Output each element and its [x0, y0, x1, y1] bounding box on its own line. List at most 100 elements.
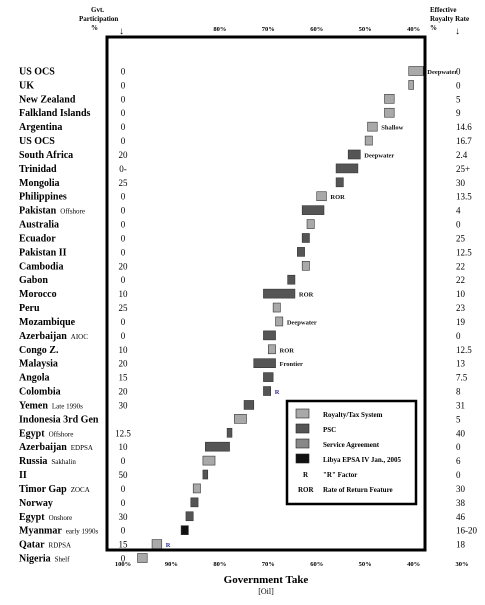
participation-header-line-2: Participation: [79, 15, 118, 23]
country-label: Congo Z.: [19, 345, 59, 356]
participation-header: Gvt. Participation % ↓: [79, 6, 124, 37]
country-label: Mozambique: [19, 317, 76, 328]
take-bar: [364, 135, 373, 146]
legend-swatch: [295, 408, 310, 419]
country-label: Angola: [19, 373, 50, 384]
royalty-value: 22: [456, 275, 465, 285]
royalty-value: 0: [456, 442, 461, 452]
country-label: Azerbaijan AIOC: [19, 331, 88, 342]
royalty-value: 18: [456, 540, 466, 550]
participation-value: 30: [119, 512, 129, 522]
royalty-value: 30: [456, 178, 466, 188]
royalty-header-line-1: Effective: [430, 6, 456, 14]
participation-value: 0: [121, 122, 126, 132]
take-bar: [301, 205, 325, 215]
country-label: Pakistan Offshore: [19, 206, 85, 217]
royalty-header-line-3: %: [430, 24, 437, 32]
country-label: Argentina: [19, 122, 62, 133]
country-label: Myanmar early 1990s: [19, 526, 99, 537]
bar-annotation: ROR: [299, 292, 314, 299]
royalty-value: 0: [456, 220, 461, 230]
take-bar: [180, 525, 189, 535]
top-tick-label: 70%: [262, 26, 275, 33]
participation-value: 0: [121, 247, 126, 257]
participation-value: 50: [119, 470, 129, 480]
take-bar: [301, 260, 310, 271]
country-label: Russia Sakhalin: [19, 456, 76, 467]
participation-values: 0 0 0 0 0 0 20 0- 25 0 0 0 0 0 20 0 10 25 0 0 10 20 15 20 30 12.5…: [115, 67, 131, 564]
take-bar: [384, 94, 395, 104]
country-label: Yemen Late 1990s: [19, 400, 83, 411]
participation-value: 0: [121, 206, 126, 216]
bar-annotation: R: [275, 389, 280, 396]
legend-symbol: R: [303, 471, 309, 479]
take-bar: [263, 372, 274, 382]
country-label: Trinidad: [19, 164, 57, 175]
take-bar: [267, 344, 276, 355]
participation-value: 20: [119, 150, 129, 160]
royalty-value: 4: [456, 206, 461, 216]
take-bar: [192, 483, 201, 494]
royalty-value: 5: [456, 94, 461, 104]
bottom-tick-label: 100%: [115, 561, 131, 568]
legend-label: "R" Factor: [323, 471, 357, 479]
bottom-axis-ticks: 100% 90% 80% 70% 60% 50% 40% 30%: [115, 561, 469, 568]
participation-value: 0: [121, 94, 126, 104]
top-tick-label: 40%: [407, 26, 420, 33]
plot-frame: [105, 35, 427, 552]
bar-annotation: Shallow: [381, 125, 403, 132]
country-label: Pakistan II: [19, 247, 67, 258]
take-bar: [234, 414, 247, 424]
bottom-tick-label: 40%: [407, 561, 420, 568]
country-label: UK: [19, 80, 34, 91]
bar-annotation: Deepwater: [287, 319, 317, 326]
country-label: Ecuador: [19, 233, 56, 244]
legend-symbol: ROR: [298, 486, 315, 494]
take-bar: [226, 427, 233, 438]
take-bar: [253, 358, 276, 369]
take-bar: [287, 274, 296, 285]
participation-value: 0: [121, 192, 126, 202]
take-bar: [335, 163, 359, 174]
country-label: Timor Gap ZOCA: [19, 484, 90, 495]
royalty-value: 40: [456, 428, 466, 438]
bottom-tick-label: 90%: [165, 561, 178, 568]
take-bar: [335, 177, 344, 188]
bottom-tick-label: 60%: [310, 561, 323, 568]
participation-value: 0: [121, 554, 126, 564]
take-bar: [306, 219, 315, 229]
bottom-tick-label: 80%: [213, 561, 226, 568]
country-label: Norway: [19, 498, 53, 509]
bar-annotation: R: [166, 542, 171, 549]
take-bar: [263, 330, 276, 341]
royalty-value: 5: [456, 414, 461, 424]
participation-value: 0: [121, 80, 126, 90]
participation-value: 25: [119, 303, 129, 313]
take-bar: [205, 441, 230, 452]
legend-label: Service Agreement: [323, 441, 380, 449]
country-label: US OCS: [19, 67, 55, 78]
country-label: Philippines: [19, 192, 67, 203]
participation-value: 0: [121, 220, 126, 230]
participation-value: 0-: [119, 164, 127, 174]
royalty-value: 0: [456, 80, 461, 90]
country-label: Morocco: [19, 289, 57, 300]
bar-annotation: Deepwater: [427, 69, 457, 76]
royalty-value: 30: [456, 484, 466, 494]
royalty-value: 8: [456, 387, 461, 397]
participation-value: 30: [119, 400, 129, 410]
participation-value: 0: [121, 108, 126, 118]
country-label: Cambodia: [19, 261, 63, 272]
participation-value: 0: [121, 67, 126, 77]
royalty-value: 14.6: [456, 122, 472, 132]
participation-value: 15: [119, 373, 129, 383]
legend-swatch: [295, 438, 310, 449]
country-label: Mongolia: [19, 178, 60, 189]
participation-header-line-1: Gvt.: [91, 6, 104, 14]
top-tick-label: 80%: [213, 26, 226, 33]
royalty-value: 38: [456, 498, 466, 508]
participation-value: 0: [121, 456, 126, 466]
royalty-value: 23: [456, 303, 466, 313]
participation-header-line-3: %: [91, 24, 98, 32]
